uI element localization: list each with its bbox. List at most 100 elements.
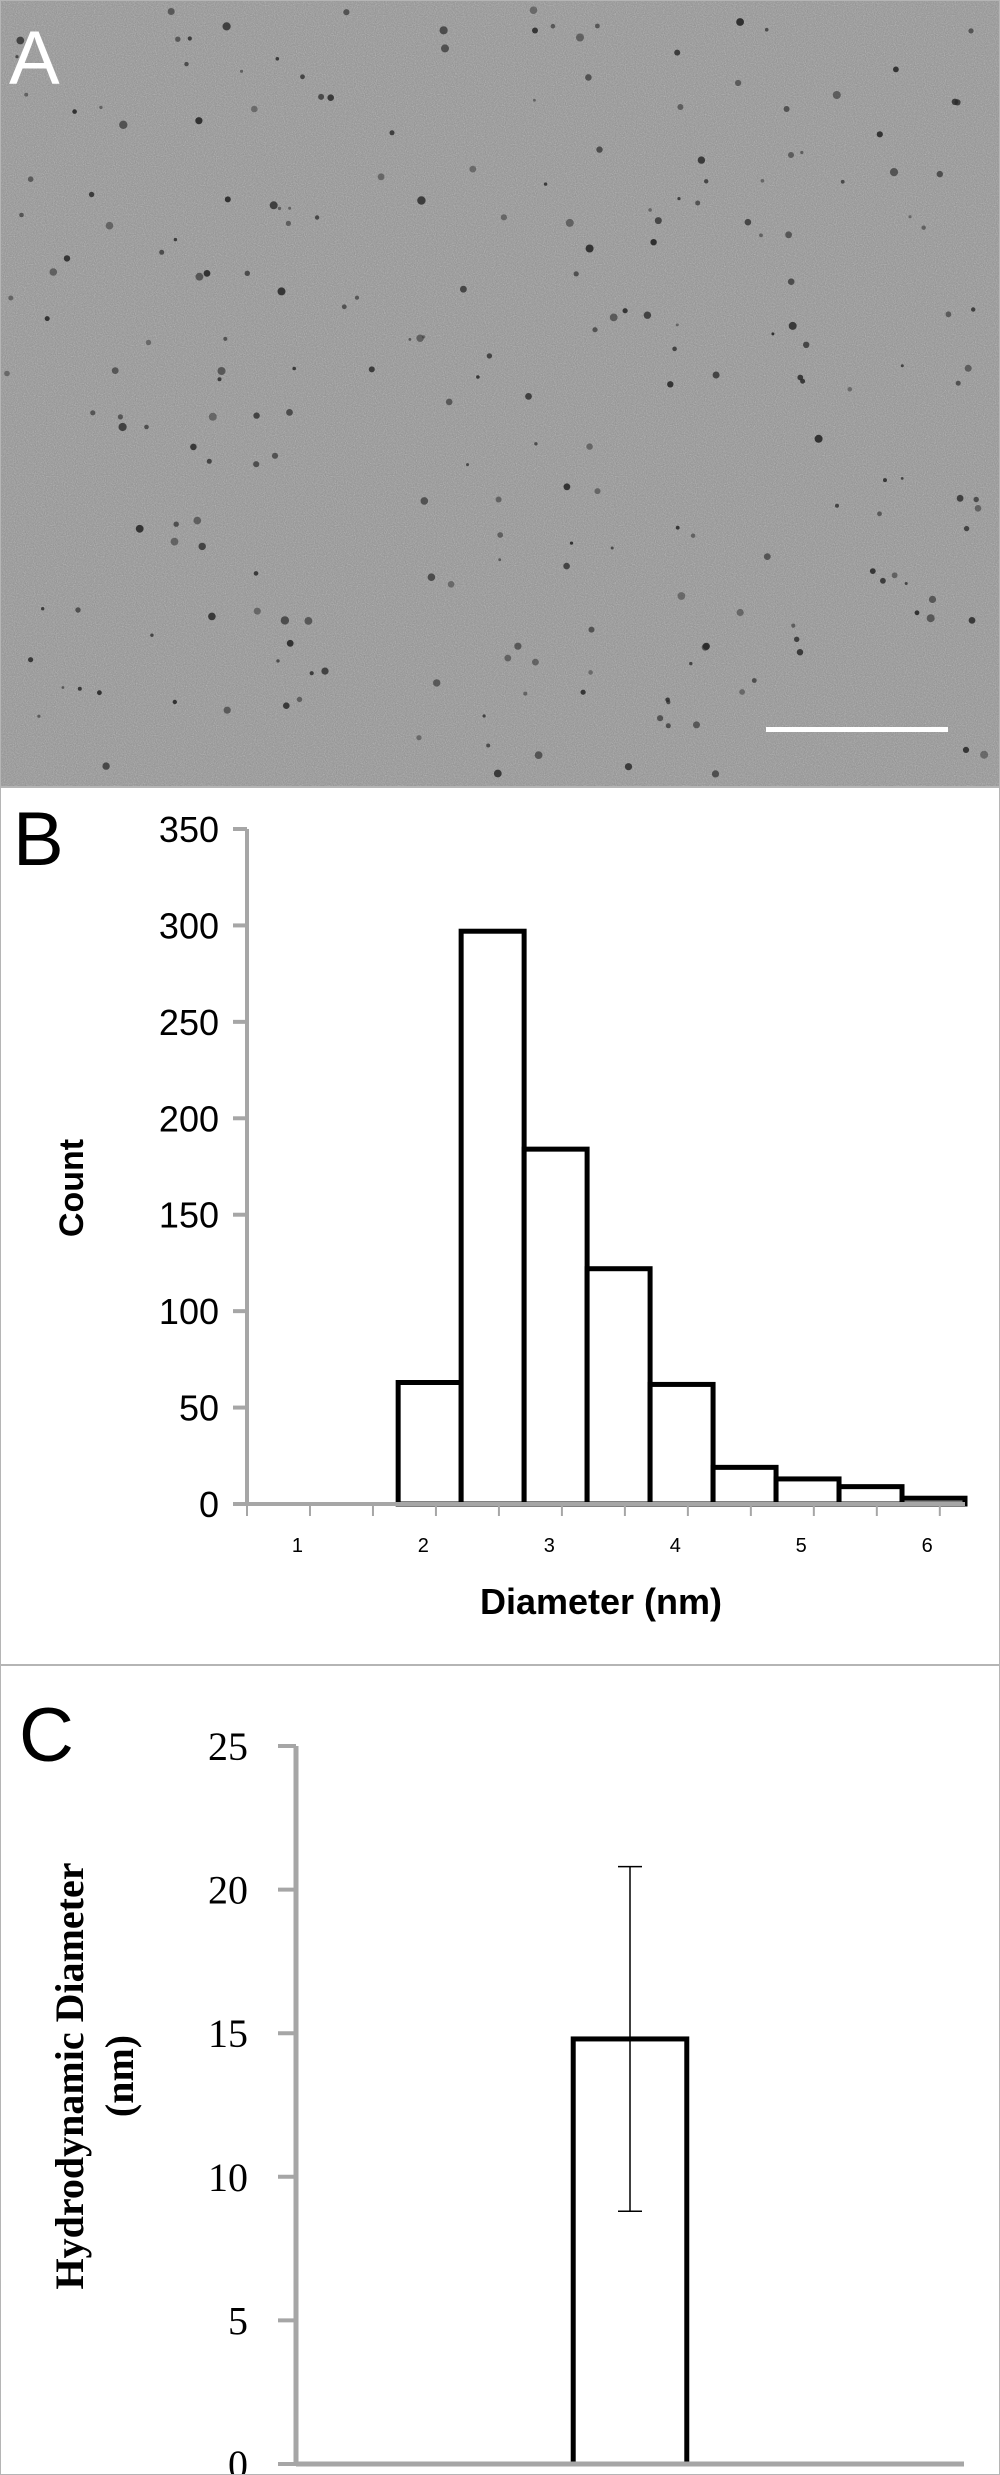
nanoparticle [588,670,593,675]
nanoparticle [914,610,920,616]
tem-micrograph [1,1,999,786]
nanoparticle [135,524,144,533]
nanoparticle [677,197,681,201]
panel-label-b: B [13,797,64,882]
nanoparticle [420,497,429,505]
nanoparticle [422,335,426,339]
nanoparticle [529,6,538,14]
nanoparticle [796,649,804,656]
nanoparticle [704,179,709,184]
nanoparticle [253,461,260,468]
hydrodynamic-chart: 0 5 10 15 20 25 Hydrodynamic Diameter (nm) [47,1724,964,2474]
nanoparticle [466,463,469,467]
nanoparticle [296,696,303,703]
nanoparticle [111,367,119,374]
nanoparticle [497,532,504,538]
nanoparticle [585,74,592,81]
nanoparticle [893,66,899,73]
nanoparticle [144,424,149,430]
nanoparticle [354,295,360,300]
nanoparticle [251,105,258,113]
nanoparticle [277,206,282,211]
nanoparticle [963,525,970,532]
nanoparticle [269,201,278,210]
nanoparticle [119,120,128,129]
nanoparticle [569,541,574,545]
nanoparticle [702,642,710,650]
nanoparticle [416,735,422,741]
nanoparticle [90,410,96,416]
nanoparticle [283,702,290,709]
nanoparticle [847,387,853,392]
nanoparticle [794,636,800,642]
nanoparticle [493,769,502,778]
nanoparticle [286,639,294,647]
nanoparticle [973,496,979,503]
nanoparticle [657,715,664,722]
nanoparticle [445,398,453,406]
nanoparticle [543,182,548,186]
nanoparticle [525,393,532,400]
nanoparticle [72,109,77,114]
nanoparticle [936,170,943,178]
nanoparticle [840,179,845,184]
y-tick-label: 0 [199,1484,219,1525]
nanoparticle [19,212,24,218]
nanoparticle [389,130,395,136]
y-tick-label: 100 [159,1291,219,1332]
nanoparticle [672,346,677,352]
nanoparticle [751,678,757,683]
nanoparticle [28,657,34,663]
nanoparticle [689,661,693,666]
y-tick-label: 300 [159,905,219,946]
nanoparticle [408,338,412,341]
nanoparticle [277,287,286,296]
nanoparticle [203,270,211,277]
nanoparticle [532,27,538,34]
nanoparticle [665,723,671,729]
nanoparticle [800,378,806,384]
nanoparticle [711,770,720,778]
nanoparticle [880,577,886,584]
nanoparticle [77,686,82,691]
nanoparticle [476,375,480,379]
nanoparticle [563,562,570,570]
nanoparticle [877,511,882,517]
nanoparticle [341,304,347,310]
nanoparticle [368,366,375,373]
nanoparticle [654,217,662,225]
y-axis-label: Count [53,1139,91,1237]
nanoparticle [321,667,329,675]
nanoparticle [271,452,279,459]
histogram-bar [647,1381,716,1507]
nanoparticle [49,268,58,276]
nanoparticle [208,412,217,421]
scale-bar [766,727,948,732]
nanoparticle [764,27,769,32]
y-axis-label-line-2: (nm) [97,2035,142,2117]
x-tick-label: 2 [418,1535,429,1557]
nanoparticle [105,221,114,230]
nanoparticle [239,69,244,73]
nanoparticle [908,215,912,219]
nanoparticle [44,316,50,322]
x-tick-label: 3 [544,1535,555,1557]
histogram-bar [458,928,527,1507]
nanoparticle [447,581,455,588]
nanoparticle [980,750,989,759]
nanoparticle [759,233,763,238]
nanoparticle [280,616,290,625]
nanoparticle [275,57,280,61]
nanoparticle [145,339,152,346]
nanoparticle [173,521,179,527]
nanoparticle [172,699,177,705]
nanoparticle [785,231,792,239]
nanoparticle [832,91,841,99]
nanoparticle [900,364,904,368]
nanoparticle [974,505,982,512]
nanoparticle [75,607,81,613]
nanoparticle [533,98,536,102]
y-tick-label: 20 [208,1868,248,1913]
nanoparticle [217,377,222,382]
